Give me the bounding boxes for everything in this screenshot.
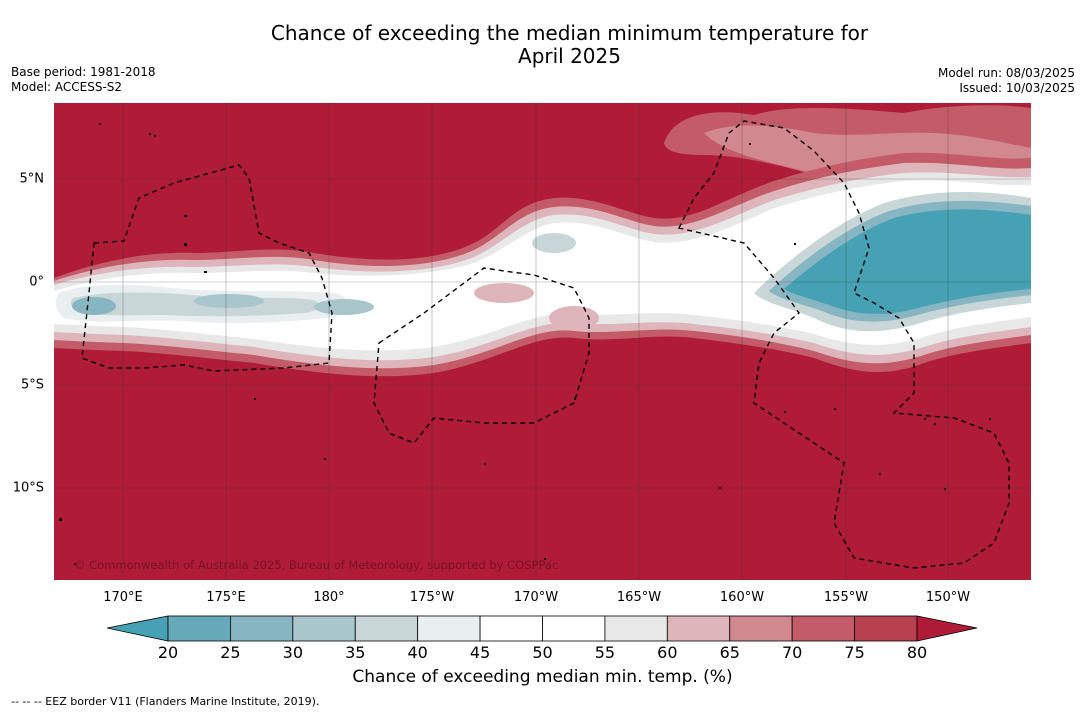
eez-tuvalu-kiribati <box>81 164 333 372</box>
lon-label-155w: 155°W <box>823 590 869 605</box>
colorbar-tick-label: 45 <box>469 643 491 662</box>
pink-patch-central-2 <box>549 306 599 330</box>
colorbar-title: Chance of exceeding median min. temp. (%… <box>352 667 733 687</box>
colorbar-tick-label: 80 <box>906 643 928 662</box>
lon-label-160w: 160°W <box>719 590 765 605</box>
colorbar-tick-label: 60 <box>657 643 678 662</box>
colorbar-cells <box>167 615 918 642</box>
colorbar-under-arrow <box>107 615 169 642</box>
colorbar <box>107 615 978 642</box>
colorbar-cell <box>230 615 294 642</box>
title-line-1: Chance of exceeding the median minimum t… <box>270 21 869 45</box>
lat-label-5s: 5°S <box>20 377 44 393</box>
blue-patch-west-4 <box>194 294 264 308</box>
lat-label-10s: 10°S <box>12 480 44 496</box>
colorbar-tick-label: 70 <box>781 643 803 662</box>
model-name: Model: ACCESS-S2 <box>11 80 123 94</box>
colorbar-tick-label: 75 <box>844 643 865 662</box>
colorbar-cell <box>666 615 731 642</box>
colorbar-cell <box>854 615 918 642</box>
lon-label-180: 180° <box>313 590 345 605</box>
issued-date: Issued: 10/03/2025 <box>959 81 1075 95</box>
colorbar-tick-label: 65 <box>719 643 740 662</box>
colorbar-cell <box>167 615 231 642</box>
colorbar-cell <box>417 615 481 642</box>
run-info: Model run: 08/03/2025 Issued: 10/03/2025 <box>938 66 1075 96</box>
grid-lines <box>54 103 1031 580</box>
colorbar-tick-label: 20 <box>157 643 179 662</box>
lon-label-170w: 170°W <box>513 590 559 605</box>
lon-label-175e: 175°E <box>206 590 246 605</box>
colorbar-cell <box>292 615 356 642</box>
lat-label-5n: 5°N <box>19 171 45 187</box>
blue-patch-west-3 <box>72 297 116 315</box>
lon-label-150w: 150°W <box>925 590 971 605</box>
colorbar-over-arrow <box>916 615 978 642</box>
lon-label-170e: 170°E <box>103 590 143 605</box>
colorbar-cell <box>354 615 419 642</box>
forecast-map: © Commonwealth of Australia 2025, Bureau… <box>54 103 1031 580</box>
colorbar-tick-label: 35 <box>345 643 366 662</box>
model-info: Base period: 1981-2018 Model: ACCESS-S2 <box>11 65 156 95</box>
base-period: Base period: 1981-2018 <box>11 65 156 79</box>
copyright-text: © Commonwealth of Australia 2025, Bureau… <box>74 558 558 572</box>
grey-patch-central <box>532 233 576 253</box>
colorbar-tick-label: 55 <box>594 643 616 662</box>
chart-title: Chance of exceeding the median minimum t… <box>0 22 1085 68</box>
colorbar-tick-label: 40 <box>407 643 428 662</box>
blue-region-east <box>784 209 1031 314</box>
colorbar-tick-label: 50 <box>532 643 553 662</box>
colorbar-cell <box>791 615 855 642</box>
pink-patch-central <box>474 283 534 303</box>
colorbar-tick-label: 30 <box>282 643 304 662</box>
colorbar-cell <box>542 615 606 642</box>
lat-label-0: 0° <box>29 274 44 290</box>
colorbar-cell <box>479 615 543 642</box>
model-run: Model run: 08/03/2025 <box>937 66 1075 80</box>
colorbar-tick-label: 25 <box>220 643 241 662</box>
lon-label-175w: 175°W <box>409 590 455 605</box>
blue-patch-west-5 <box>314 299 374 315</box>
eez-borders <box>81 120 1010 569</box>
colorbar-cell <box>729 615 793 642</box>
island-dots <box>59 123 991 565</box>
eez-legend: -- -- -- EEZ border V11 (Flanders Marine… <box>11 695 320 708</box>
lon-label-165w: 165°W <box>616 590 662 605</box>
eez-phoenix <box>373 267 590 444</box>
title-line-2: April 2025 <box>518 44 621 68</box>
colorbar-cell <box>604 615 668 642</box>
eez-line-islands <box>677 120 1010 569</box>
